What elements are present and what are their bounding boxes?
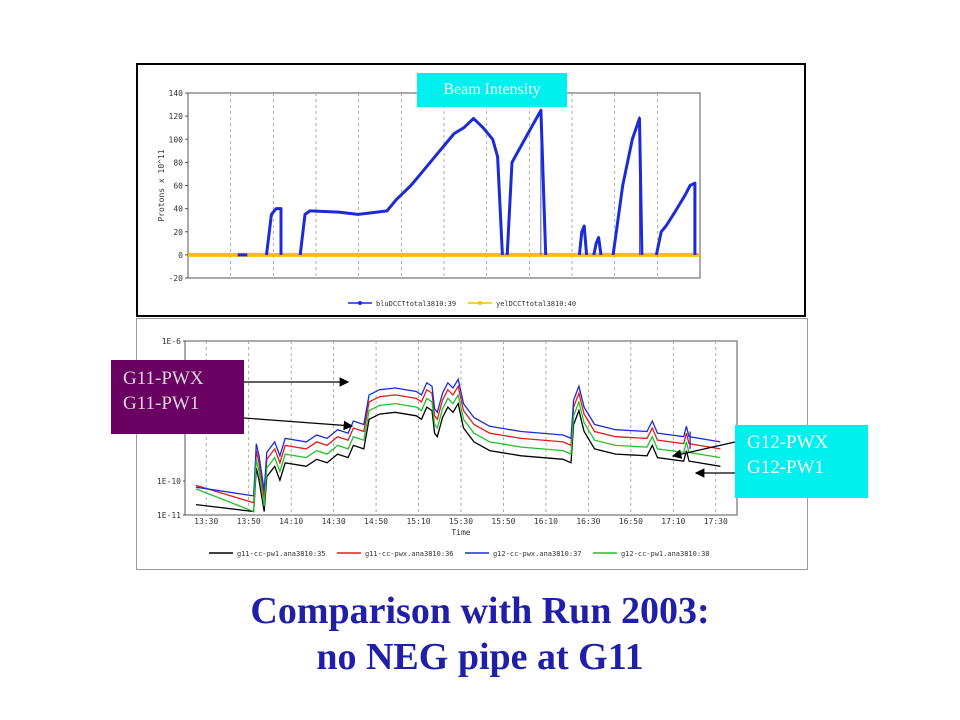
x-tick-label: 13:50 <box>237 517 261 526</box>
series-trace-0 <box>195 401 721 513</box>
legend-label-3: g12-cc-pw1.ana3810:38 <box>621 550 710 558</box>
x-tick-label: 15:30 <box>449 517 473 526</box>
series-blue-segment <box>265 207 283 256</box>
series-trace-3 <box>195 393 721 513</box>
y-axis-label: Protons x 10^11 <box>157 149 166 221</box>
series-trace-2 <box>195 377 721 497</box>
legend-label-2: g12-cc-pwx.ana3810:37 <box>493 550 582 558</box>
slide-title: Comparison with Run 2003: no NEG pipe at… <box>0 588 960 680</box>
y-tick-label: 60 <box>173 182 183 191</box>
beam-intensity-chart: 140 120 100 80 60 40 20 0 -20 Protons x 10^11 bluD… <box>157 89 701 308</box>
y-tick-label: 100 <box>169 135 184 144</box>
y-tick-label: 1E-6 <box>162 337 181 346</box>
series-trace-1 <box>195 384 721 504</box>
vacuum-pressure-chart-panel: 13:30 13:50 14:10 14:30 14:50 15:10 15:30 15:50… <box>136 318 808 570</box>
y-tick-label: 0 <box>178 251 183 260</box>
legend-label-0: g11-cc-pw1.ana3810:35 <box>237 550 326 558</box>
x-tick-label: 15:50 <box>491 517 515 526</box>
y-tick-label: -20 <box>169 274 184 283</box>
y-tick-label: 1E-11 <box>157 511 181 520</box>
g12-pw1-label: G12-PW1 <box>747 457 825 478</box>
slide-title-line2: no NEG pipe at G11 <box>316 636 644 678</box>
x-tick-label: 15:10 <box>406 517 430 526</box>
x-axis-label: Time <box>451 528 470 537</box>
y-tick-label: 80 <box>173 158 183 167</box>
g12-callout: G12-PWX G12-PW1 <box>735 425 868 498</box>
y-tick-label: 20 <box>173 228 183 237</box>
series-blue-segment <box>577 224 589 256</box>
x-tick-label: 16:50 <box>619 517 643 526</box>
x-tick-label: 17:30 <box>704 517 728 526</box>
legend-label-1: g11-cc-pwx.ana3810:36 <box>365 550 454 558</box>
y-tick-label: 40 <box>173 205 183 214</box>
series-blue-segment <box>654 181 697 256</box>
y-tick-label: 120 <box>169 112 184 121</box>
slide-title-line1: Comparison with Run 2003: <box>250 590 710 632</box>
x-tick-label: 17:10 <box>661 517 685 526</box>
beam-intensity-label: Beam Intensity <box>417 73 567 107</box>
series-blue-segment <box>298 116 504 256</box>
g11-pwx-label: G11-PWX <box>123 368 204 389</box>
g11-callout: G11-PWX G11-PW1 <box>111 360 244 434</box>
series-blue-segment <box>505 108 548 255</box>
legend-label-yellow: yelDCCTtotal3810:40 <box>496 300 576 308</box>
vacuum-pressure-chart: 13:30 13:50 14:10 14:30 14:50 15:10 15:30 15:50… <box>157 337 738 558</box>
legend-label-blue: bluDCCTtotal3810:39 <box>376 300 456 308</box>
g11-pw1-label: G11-PW1 <box>123 393 200 414</box>
x-tick-label: 16:10 <box>534 517 558 526</box>
x-tick-label: 14:50 <box>364 517 388 526</box>
x-tick-label: 13:30 <box>194 517 218 526</box>
x-tick-label: 14:10 <box>279 517 303 526</box>
series-blue-segment <box>592 236 603 256</box>
x-tick-label: 14:30 <box>322 517 346 526</box>
g12-pwx-label: G12-PWX <box>747 432 829 453</box>
y-tick-label: 140 <box>169 89 184 98</box>
series-blue-segment <box>611 116 644 256</box>
x-tick-label: 16:30 <box>576 517 600 526</box>
y-tick-label: 1E-10 <box>157 477 181 486</box>
legend-marker-blue <box>358 301 362 305</box>
legend-marker-yellow <box>478 301 482 305</box>
